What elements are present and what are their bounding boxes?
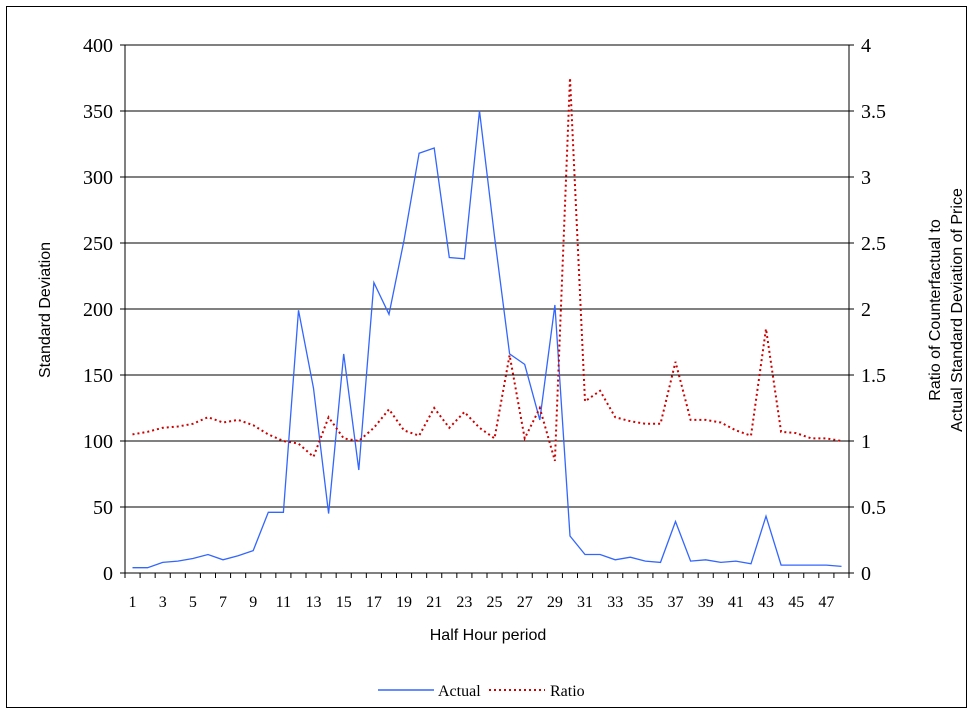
x-tick-label: 25 (487, 594, 503, 611)
y2-axis-label-line1: Ratio of Counterfactual to (927, 219, 944, 401)
legend: Actual Ratio (378, 683, 585, 700)
x-tick-label: 35 (637, 594, 653, 611)
x-tick-label: 15 (336, 594, 352, 611)
chart-frame (6, 6, 967, 708)
x-tick-label: 37 (668, 594, 684, 611)
x-tick-label: 27 (517, 594, 533, 611)
left-y-tick-label: 300 (83, 167, 113, 189)
right-y-tick-label: 4 (861, 35, 871, 57)
left-y-tick-label: 250 (83, 233, 113, 255)
left-y-tick-labels: 0 50 100 150 200 250 300 350 400 (83, 35, 113, 585)
right-y-tick-labels: 0 0.5 1 1.5 2 2.5 3 3.5 4 (861, 35, 886, 585)
right-y-tick-label: 1.5 (861, 365, 886, 387)
left-y-tick-label: 100 (83, 431, 113, 453)
right-y-tick-label: 1 (861, 431, 871, 453)
left-y-tick-label: 400 (83, 35, 113, 57)
x-tick-label: 7 (219, 594, 227, 611)
x-tick-label: 1 (129, 594, 137, 611)
right-y-tick-label: 3.5 (861, 101, 886, 123)
x-tick-label: 17 (366, 594, 382, 611)
x-tick-label: 9 (249, 594, 257, 611)
right-y-tick-label: 0.5 (861, 497, 886, 519)
x-tick-labels: 1 3 5 7 9 11 13 15 17 19 21 23 25 27 29 31 33 35 37 39 41 43 4… (129, 594, 835, 611)
y-axis-label: Standard Deviation (37, 242, 54, 378)
left-y-tick-label: 0 (103, 563, 113, 585)
right-y-tick-label: 2.5 (861, 233, 886, 255)
x-tick-label: 47 (818, 594, 834, 611)
left-y-tick-label: 200 (83, 299, 113, 321)
x-tick-label: 43 (758, 594, 774, 611)
x-tick-label: 23 (456, 594, 472, 611)
x-tick-label: 39 (698, 594, 714, 611)
x-tick-label: 41 (728, 594, 744, 611)
gridlines (125, 44, 849, 574)
x-tick-label: 3 (159, 594, 167, 611)
x-tick-label: 29 (547, 594, 563, 611)
series-lines (132, 77, 842, 569)
left-y-tick-label: 50 (93, 497, 113, 519)
y2-axis-label-line2: Actual Standard Deviation of Price (949, 188, 966, 432)
series-line-actual (132, 110, 842, 569)
legend-label-ratio: Ratio (550, 683, 585, 700)
series-line-ratio (132, 77, 842, 462)
legend-label-actual: Actual (438, 683, 481, 700)
right-y-tick-label: 3 (861, 167, 871, 189)
x-axis-label: Half Hour period (430, 627, 547, 644)
x-tick-label: 5 (189, 594, 197, 611)
x-tick-label: 31 (577, 594, 593, 611)
x-tick-label: 13 (306, 594, 322, 611)
x-tick-label: 21 (426, 594, 442, 611)
left-y-tick-label: 350 (83, 101, 113, 123)
x-tick-label: 45 (788, 594, 804, 611)
x-tick-label: 19 (396, 594, 412, 611)
x-tick-label: 11 (276, 594, 291, 611)
left-y-tick-label: 150 (83, 365, 113, 387)
right-y-tick-label: 0 (861, 563, 871, 585)
x-tick-label: 33 (607, 594, 623, 611)
right-y-tick-label: 2 (861, 299, 871, 321)
axes (120, 44, 854, 578)
